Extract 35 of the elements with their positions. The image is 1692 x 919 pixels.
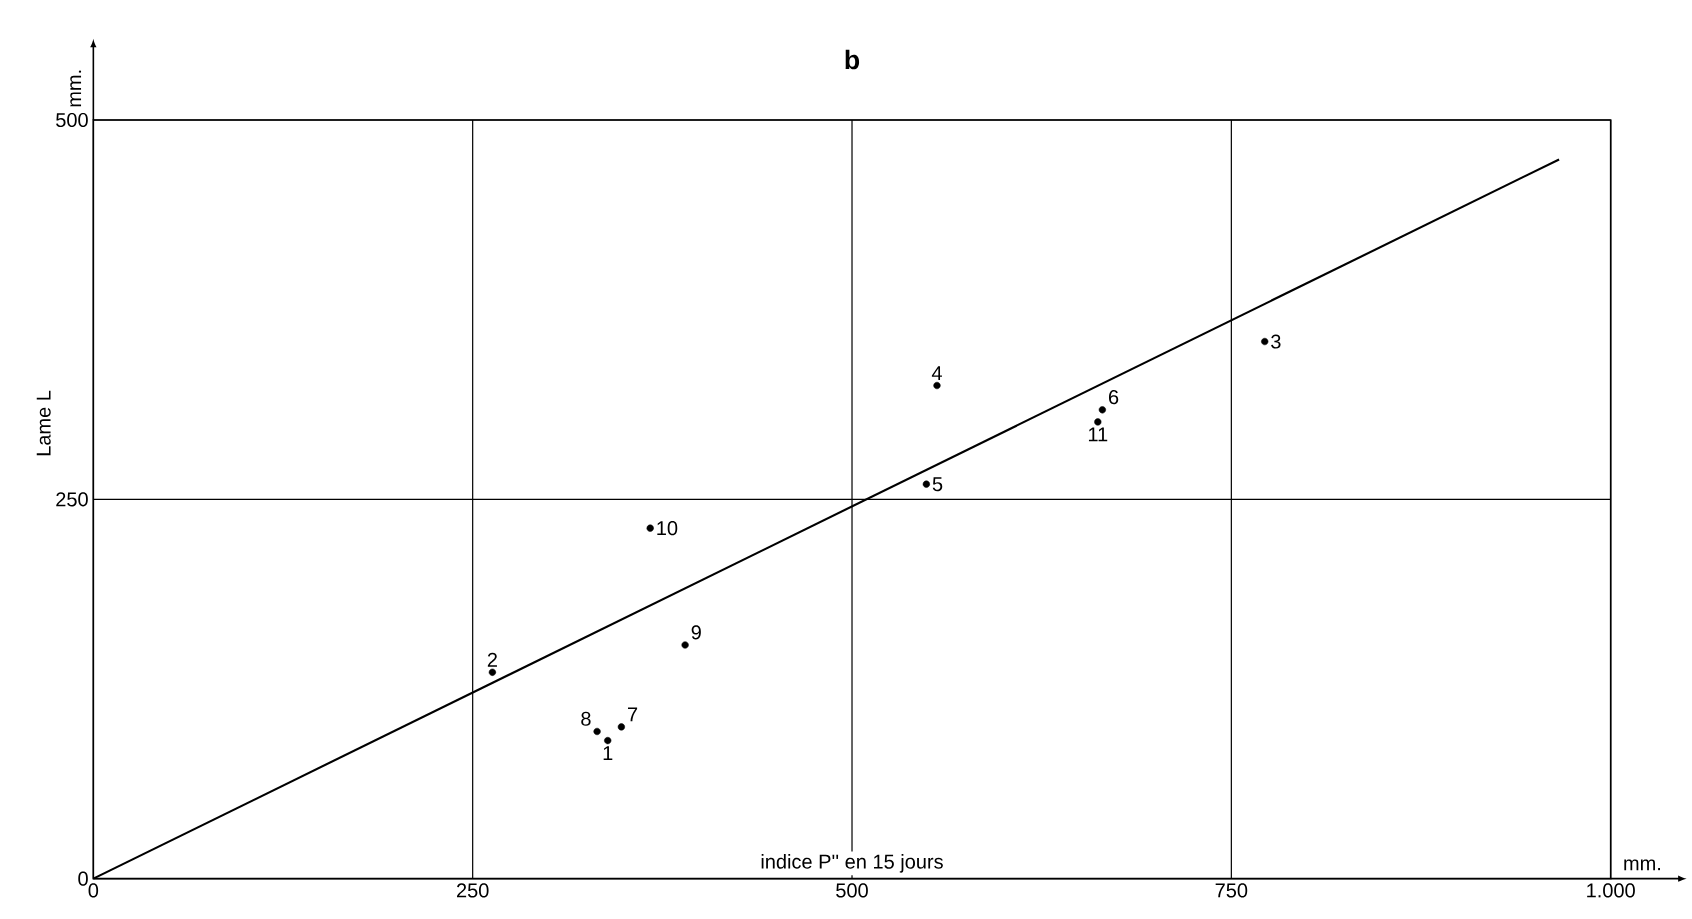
annotation: 7 xyxy=(628,707,638,722)
point xyxy=(681,641,689,649)
annotation: 6 xyxy=(1108,390,1119,405)
x-tick-label: 1.000 xyxy=(1587,883,1635,898)
point xyxy=(922,480,930,488)
point xyxy=(1094,418,1102,426)
point xyxy=(617,723,625,731)
point xyxy=(604,737,612,745)
x-axis-title: indice P'' en 15 jours xyxy=(761,854,943,873)
x-tick-label: 500 xyxy=(836,883,868,898)
text: mm. xyxy=(70,70,82,107)
annotation: 11 xyxy=(1088,427,1108,442)
annotation: 1 xyxy=(603,746,613,761)
point xyxy=(488,668,497,677)
x-tick-label: 750 xyxy=(1215,883,1248,898)
point xyxy=(1098,406,1106,414)
annotation: 9 xyxy=(691,625,701,640)
y-axis-title: Lame L xyxy=(36,390,51,456)
point xyxy=(933,382,941,390)
x-tick-label: 0 xyxy=(88,883,99,898)
y-tick-label: 250 xyxy=(56,492,88,507)
text: mm. xyxy=(1624,859,1661,871)
point xyxy=(1261,338,1269,346)
y-tick-label: 0 xyxy=(78,871,88,886)
y-tick-label: 500 xyxy=(56,113,88,128)
annotation: 2 xyxy=(487,652,497,667)
chart-title: b xyxy=(845,49,860,70)
annotation: 8 xyxy=(581,711,591,727)
x-tick-label: 250 xyxy=(457,883,489,898)
point xyxy=(593,728,601,736)
point xyxy=(646,524,654,532)
annotation: 4 xyxy=(931,366,942,381)
annotation: 3 xyxy=(1271,334,1281,349)
annotation: 10 xyxy=(657,521,678,536)
annotation: 5 xyxy=(932,477,943,492)
